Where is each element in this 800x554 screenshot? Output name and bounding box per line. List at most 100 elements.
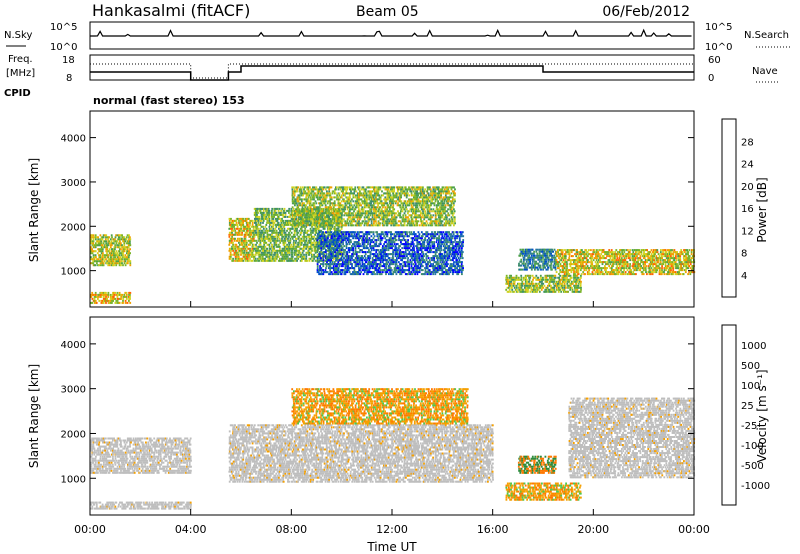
power-cell xyxy=(285,237,288,240)
power-cell xyxy=(357,255,360,258)
power-cell xyxy=(237,257,240,260)
power-cell xyxy=(401,239,404,242)
power-cell xyxy=(271,209,273,212)
power-cell xyxy=(114,246,117,249)
power-cell xyxy=(400,273,403,276)
power-cell xyxy=(117,260,120,263)
power-cell xyxy=(355,222,358,225)
power-cell xyxy=(272,227,275,230)
power-cell xyxy=(247,247,250,250)
power-cell xyxy=(276,245,279,248)
power-cell xyxy=(360,224,362,227)
power-cell xyxy=(118,246,121,249)
power-cell xyxy=(263,253,265,256)
power-cell xyxy=(101,260,104,263)
power-cell xyxy=(104,299,107,302)
power-cell xyxy=(90,242,92,245)
power-cell xyxy=(455,261,457,264)
power-cell xyxy=(99,234,102,237)
power-cell xyxy=(438,243,440,246)
power-cell xyxy=(297,249,299,252)
power-cell xyxy=(403,247,406,250)
power-cell xyxy=(418,255,421,258)
power-cell xyxy=(288,233,290,236)
power-cell xyxy=(303,198,306,201)
power-cell xyxy=(111,297,114,300)
power-cell xyxy=(284,253,287,256)
power-cell xyxy=(372,247,375,250)
power-cell xyxy=(306,202,309,205)
power-cell xyxy=(111,258,114,261)
power-cell xyxy=(114,238,116,241)
power-cell xyxy=(366,255,369,258)
power-cell xyxy=(331,243,334,246)
power-cell xyxy=(297,224,300,227)
power-cell xyxy=(99,258,102,261)
power-cell xyxy=(448,253,450,256)
power-cell xyxy=(369,255,372,258)
power-cell xyxy=(285,223,287,226)
power-cell xyxy=(380,210,383,213)
power-cell xyxy=(334,192,337,195)
power-cell xyxy=(433,251,436,254)
power-cell xyxy=(90,295,93,298)
power-cell xyxy=(442,267,445,270)
power-cell xyxy=(367,273,369,276)
power-cell xyxy=(433,245,436,248)
power-cell xyxy=(127,244,130,247)
power-cell xyxy=(438,257,440,260)
power-cell xyxy=(332,253,335,256)
power-cell xyxy=(320,224,322,227)
power-cell xyxy=(249,221,251,224)
power-cell xyxy=(90,236,92,239)
power-cell xyxy=(358,196,360,199)
power-cell xyxy=(323,247,326,250)
power-cell xyxy=(304,235,306,238)
power-cell xyxy=(110,244,113,247)
power-cell xyxy=(274,255,277,258)
power-cell xyxy=(369,190,372,193)
power-cell xyxy=(349,267,352,270)
power-cell xyxy=(263,241,265,244)
power-cell xyxy=(305,210,307,213)
power-cell xyxy=(330,237,333,240)
power-cell xyxy=(305,243,308,246)
power-cell xyxy=(305,224,307,227)
power-cell xyxy=(459,255,462,258)
power-cell xyxy=(309,206,312,209)
power-cell xyxy=(312,220,315,223)
power-cell xyxy=(335,247,337,250)
power-cell xyxy=(103,299,105,302)
power-cell xyxy=(265,217,268,220)
power-cell xyxy=(344,255,347,258)
power-cell xyxy=(90,293,93,296)
power-cell xyxy=(308,218,311,221)
power-cell xyxy=(336,212,338,215)
power-cell xyxy=(297,243,300,246)
power-cell xyxy=(293,224,296,227)
power-cell xyxy=(91,248,93,251)
power-cell xyxy=(94,242,97,245)
power-cell xyxy=(326,192,329,195)
power-cell xyxy=(371,190,374,193)
power-cell xyxy=(236,255,239,258)
power-cell xyxy=(443,265,446,268)
power-cell xyxy=(300,225,303,228)
power-cell xyxy=(423,255,425,258)
power-cell xyxy=(92,260,95,263)
power-cell xyxy=(309,186,311,189)
power-cell xyxy=(93,295,96,298)
power-cell xyxy=(322,231,324,234)
power-cell xyxy=(304,239,306,242)
power-cell xyxy=(311,196,314,199)
power-cell xyxy=(361,259,364,262)
power-cell xyxy=(283,209,286,212)
power-cell xyxy=(436,237,439,240)
power-cell xyxy=(358,267,360,270)
power-cell xyxy=(253,211,256,214)
power-cell xyxy=(92,242,95,245)
power-cell xyxy=(405,249,407,252)
power-cell xyxy=(372,253,375,256)
power-cell xyxy=(318,222,320,225)
power-cell xyxy=(110,254,113,257)
